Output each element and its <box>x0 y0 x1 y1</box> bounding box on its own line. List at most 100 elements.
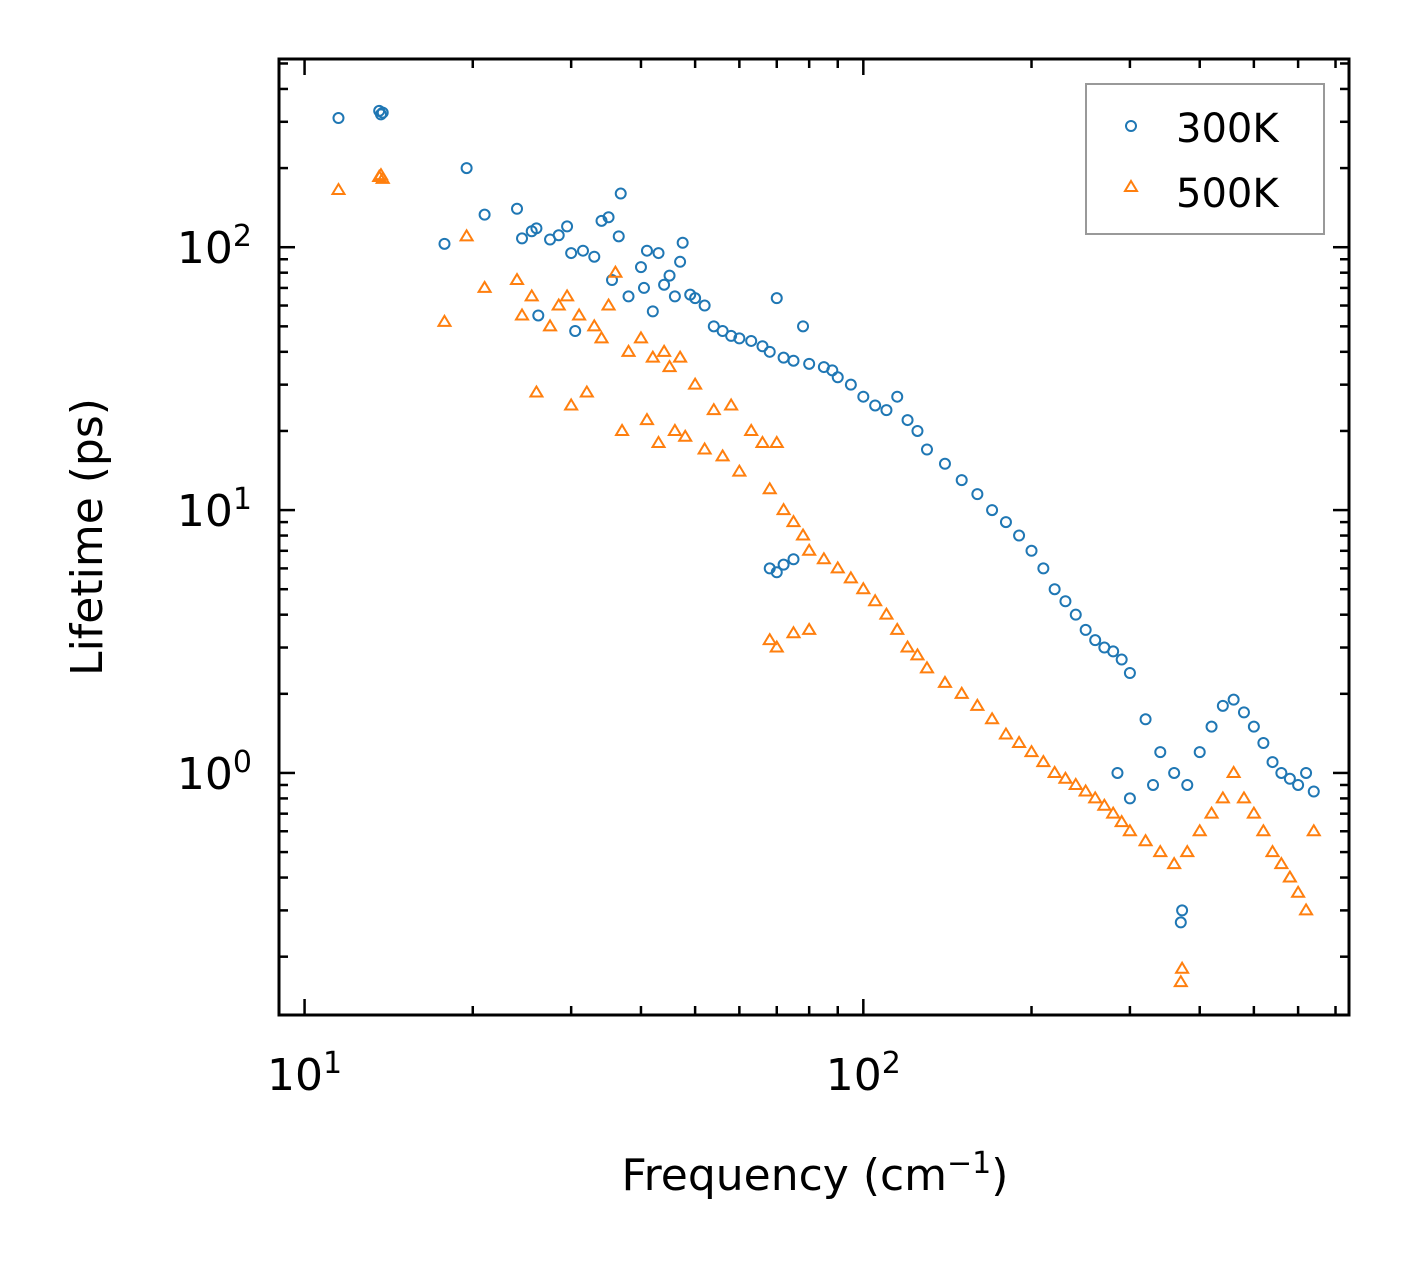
data-point-300K <box>1037 562 1050 575</box>
data-point-300K <box>1079 623 1092 636</box>
data-point-500K <box>579 384 595 398</box>
data-point-300K <box>1237 706 1250 719</box>
data-point-300K <box>756 340 769 353</box>
data-point-500K <box>1273 856 1290 870</box>
data-point-300K <box>787 354 800 367</box>
data-point-500K <box>1077 783 1094 797</box>
legend: 300K 500K <box>1085 83 1325 235</box>
data-point-500K <box>600 297 617 311</box>
y-tick-exponent: 0 <box>233 744 252 779</box>
data-point-300K <box>1025 544 1038 557</box>
data-point-300K <box>1147 778 1160 791</box>
data-point-500K <box>1152 844 1169 858</box>
data-point-500K <box>1282 869 1298 883</box>
data-point-500K <box>620 343 637 357</box>
data-point-500K <box>687 376 703 390</box>
data-point-300K <box>869 399 882 412</box>
data-point-300K <box>787 553 800 566</box>
x-axis-title-text: Frequency (cm <box>622 1150 948 1201</box>
data-point-300K <box>1013 529 1026 542</box>
y-tick-label: 100 <box>177 744 252 800</box>
data-point-300K <box>1115 653 1128 666</box>
data-point-300K <box>595 214 608 227</box>
y-tick-base: 10 <box>177 223 233 274</box>
data-point-300K <box>911 424 924 437</box>
data-point-300K <box>561 220 574 233</box>
data-point-300K <box>460 162 473 175</box>
data-point-300K <box>725 329 738 342</box>
x-tick-label: 102 <box>826 1046 901 1102</box>
data-point-300K <box>707 320 720 333</box>
data-point-300K <box>438 237 451 250</box>
data-point-300K <box>1283 772 1296 785</box>
data-point-500K <box>768 435 785 448</box>
data-point-300K <box>478 208 491 221</box>
legend-marker-300k <box>1125 120 1137 132</box>
data-point-500K <box>1173 974 1189 988</box>
data-point-500K <box>563 397 579 411</box>
data-point-300K <box>516 232 529 245</box>
data-point-500K <box>723 397 739 411</box>
data-point-300K <box>652 247 665 260</box>
data-point-500K <box>731 463 748 477</box>
data-point-300K <box>663 269 676 282</box>
data-point-300K <box>831 371 844 384</box>
data-point-500K <box>593 330 610 344</box>
y-axis-title: Lifetime (ps) <box>62 398 113 676</box>
data-point-300K <box>763 345 776 358</box>
data-point-300K <box>1181 778 1194 791</box>
data-point-300K <box>530 222 543 235</box>
data-point-300K <box>770 566 783 579</box>
data-point-500K <box>1298 902 1314 916</box>
data-point-500K <box>542 318 558 332</box>
data-point-300K <box>646 305 659 318</box>
data-points <box>330 104 1322 988</box>
data-point-300K <box>797 320 810 333</box>
data-point-500K <box>586 318 603 332</box>
data-point-300K <box>1257 736 1270 749</box>
data-point-300K <box>1174 916 1187 929</box>
data-point-500K <box>633 330 649 344</box>
data-point-300K <box>880 404 893 417</box>
data-point-500K <box>1166 856 1182 870</box>
data-point-500K <box>614 423 630 436</box>
data-point-300K <box>1247 720 1260 733</box>
data-point-500K <box>1179 844 1196 858</box>
y-tick-exponent: 2 <box>233 219 252 254</box>
data-point-300K <box>857 390 870 403</box>
data-point-300K <box>576 244 589 257</box>
data-point-500K <box>661 359 678 373</box>
data-point-300K <box>634 261 647 274</box>
data-point-300K <box>614 187 627 200</box>
data-point-500K <box>785 625 802 639</box>
data-point-300K <box>999 516 1012 529</box>
data-point-500K <box>768 639 785 653</box>
data-point-500K <box>743 423 759 436</box>
data-point-300K <box>552 229 565 242</box>
data-point-500K <box>1174 960 1190 974</box>
data-point-300K <box>1089 634 1102 647</box>
data-point-500K <box>1067 777 1084 790</box>
data-point-500K <box>795 527 811 541</box>
data-point-500K <box>514 307 530 321</box>
data-point-500K <box>1306 823 1322 837</box>
data-point-500K <box>1023 744 1040 758</box>
x-axis-title-exponent: −1 <box>947 1146 991 1181</box>
data-point-300K <box>588 250 601 263</box>
data-point-300K <box>920 443 933 456</box>
data-point-300K <box>622 290 635 303</box>
data-point-500K <box>714 448 731 462</box>
data-point-300K <box>891 390 904 403</box>
data-point-500K <box>458 228 475 242</box>
data-point-500K <box>843 570 859 584</box>
data-point-500K <box>523 288 540 302</box>
y-tick-exponent: 1 <box>233 482 252 517</box>
data-point-300K <box>938 457 951 470</box>
data-point-500K <box>855 581 872 595</box>
data-point-500K <box>801 621 817 635</box>
data-point-500K <box>984 711 1000 725</box>
data-point-300K <box>606 274 619 287</box>
legend-label-500k: 500K <box>1176 171 1280 217</box>
data-point-500K <box>899 639 916 653</box>
